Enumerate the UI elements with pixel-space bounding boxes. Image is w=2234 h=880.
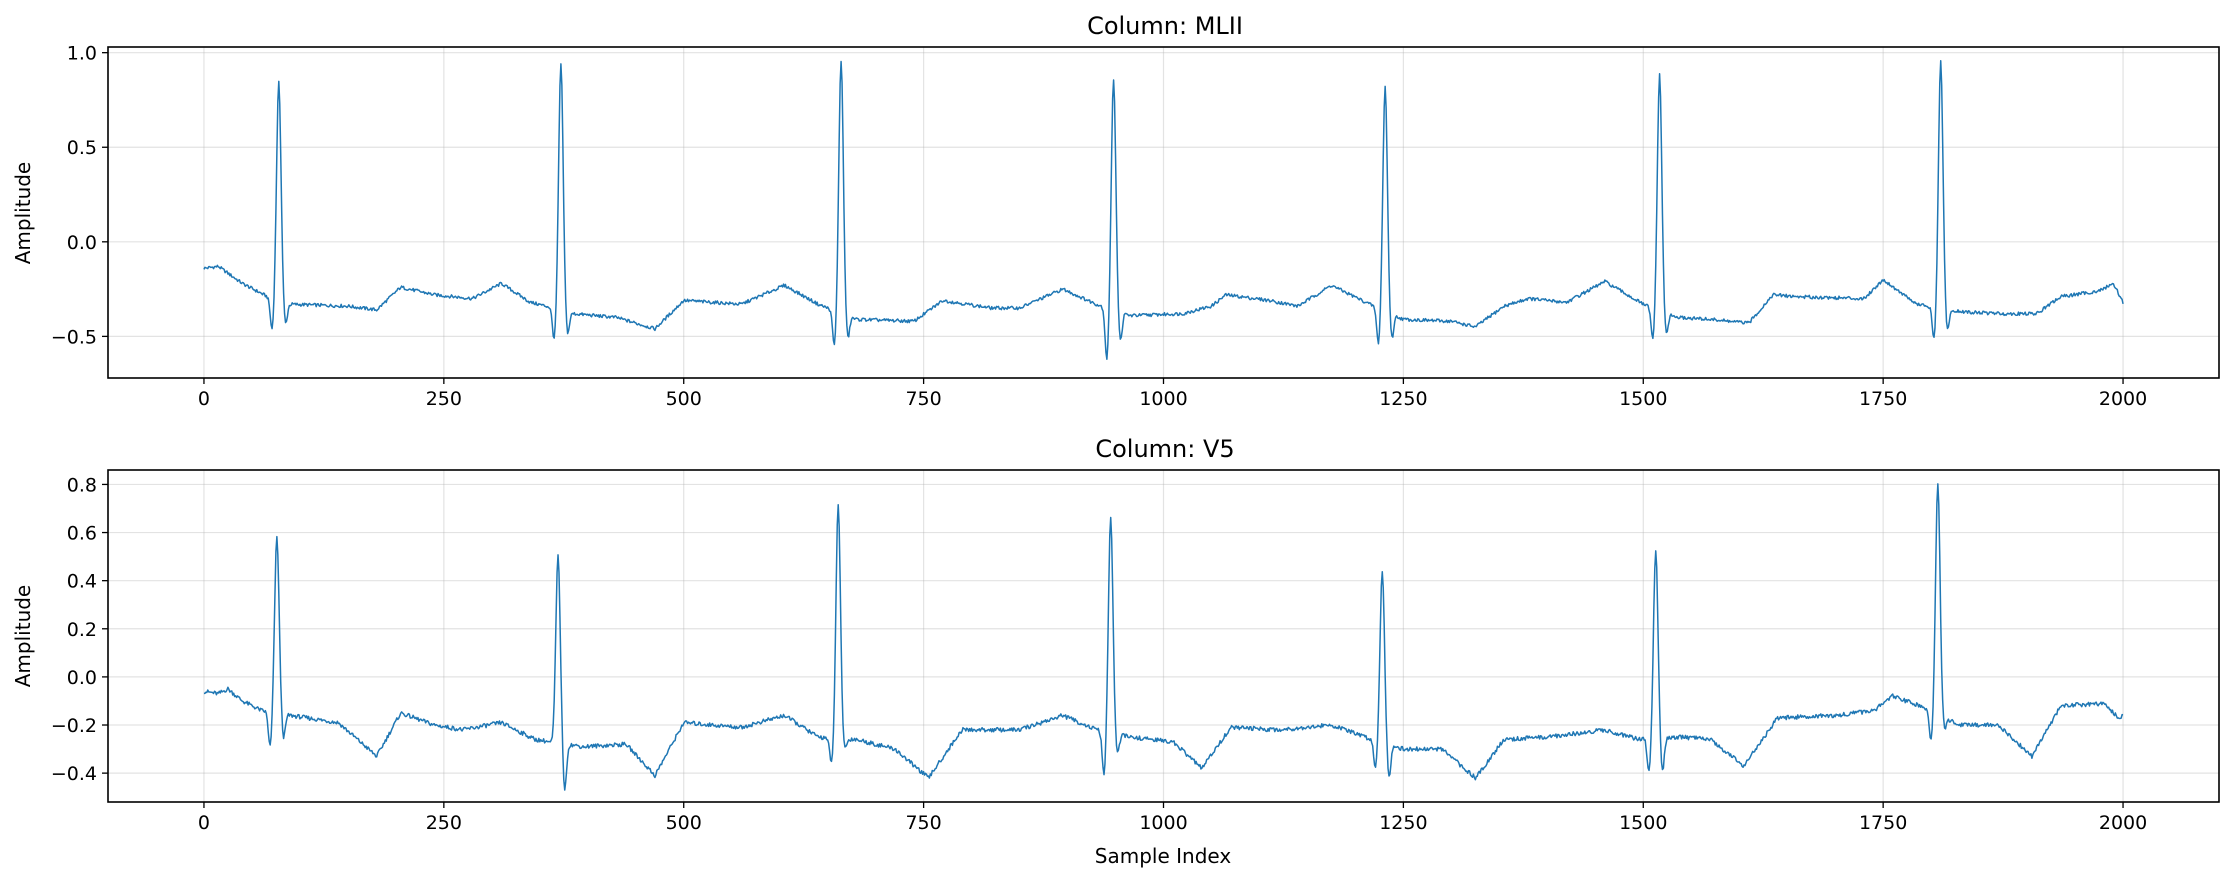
series [203,59,2124,360]
panel-title: Column: MLII [1087,12,1243,40]
y-tick-label: 0.6 [67,523,97,545]
y-tick-label: 0.8 [67,474,97,496]
x-tick-label: 0 [198,388,210,410]
x-tick-label: 1250 [1379,388,1427,410]
y-tick-label: 0.2 [67,619,97,641]
x-tick-label: 250 [426,812,462,834]
y-tick-label: 1.0 [67,43,97,65]
series [203,483,2124,791]
x-tick-label: 1500 [1619,812,1667,834]
grid [108,470,2219,802]
panel-v5: Column: V5 0 250 500 750 1000 1250 1500 1750 200… [11,435,2220,868]
x-tick-label: 1250 [1379,812,1427,834]
grid [108,47,2219,378]
x-tick-label: 500 [666,388,702,410]
x-tick-label: 750 [905,812,941,834]
x-tick-label: 1750 [1859,812,1907,834]
y-tick-label: 0.5 [67,137,97,159]
y-tick-label: 0.4 [67,571,97,593]
y-axis-label: Amplitude [11,162,35,265]
x-tick-label: 500 [666,812,702,834]
x-tick-label: 1000 [1139,812,1187,834]
x-tick-label: 2000 [2099,388,2147,410]
y-tick-label: −0.5 [51,326,97,348]
ticks: 0 250 500 750 1000 1250 1500 1750 2000 −0.4 −0.2 0.… [51,474,2147,834]
x-tick-label: 1000 [1139,388,1187,410]
x-tick-label: 0 [198,812,210,834]
x-tick-label: 250 [426,388,462,410]
signal-line [203,483,2124,791]
x-tick-label: 1500 [1619,388,1667,410]
panel-mlii: Column: MLII 0 250 500 750 1000 1250 1500 1750 2… [11,12,2220,410]
signal-line [203,59,2124,360]
y-tick-label: −0.4 [51,763,97,785]
x-tick-label: 1750 [1859,388,1907,410]
panel-title: Column: V5 [1095,435,1234,463]
y-axis-label: Amplitude [11,585,35,688]
ticks: 0 250 500 750 1000 1250 1500 1750 2000 −0.5 0.0 0.5… [51,43,2147,410]
x-axis-label: Sample Index [1095,844,1232,868]
y-tick-label: 0.0 [67,667,97,689]
y-tick-label: 0.0 [67,232,97,254]
x-tick-label: 2000 [2099,812,2147,834]
x-tick-label: 750 [905,388,941,410]
y-tick-label: −0.2 [51,715,97,737]
